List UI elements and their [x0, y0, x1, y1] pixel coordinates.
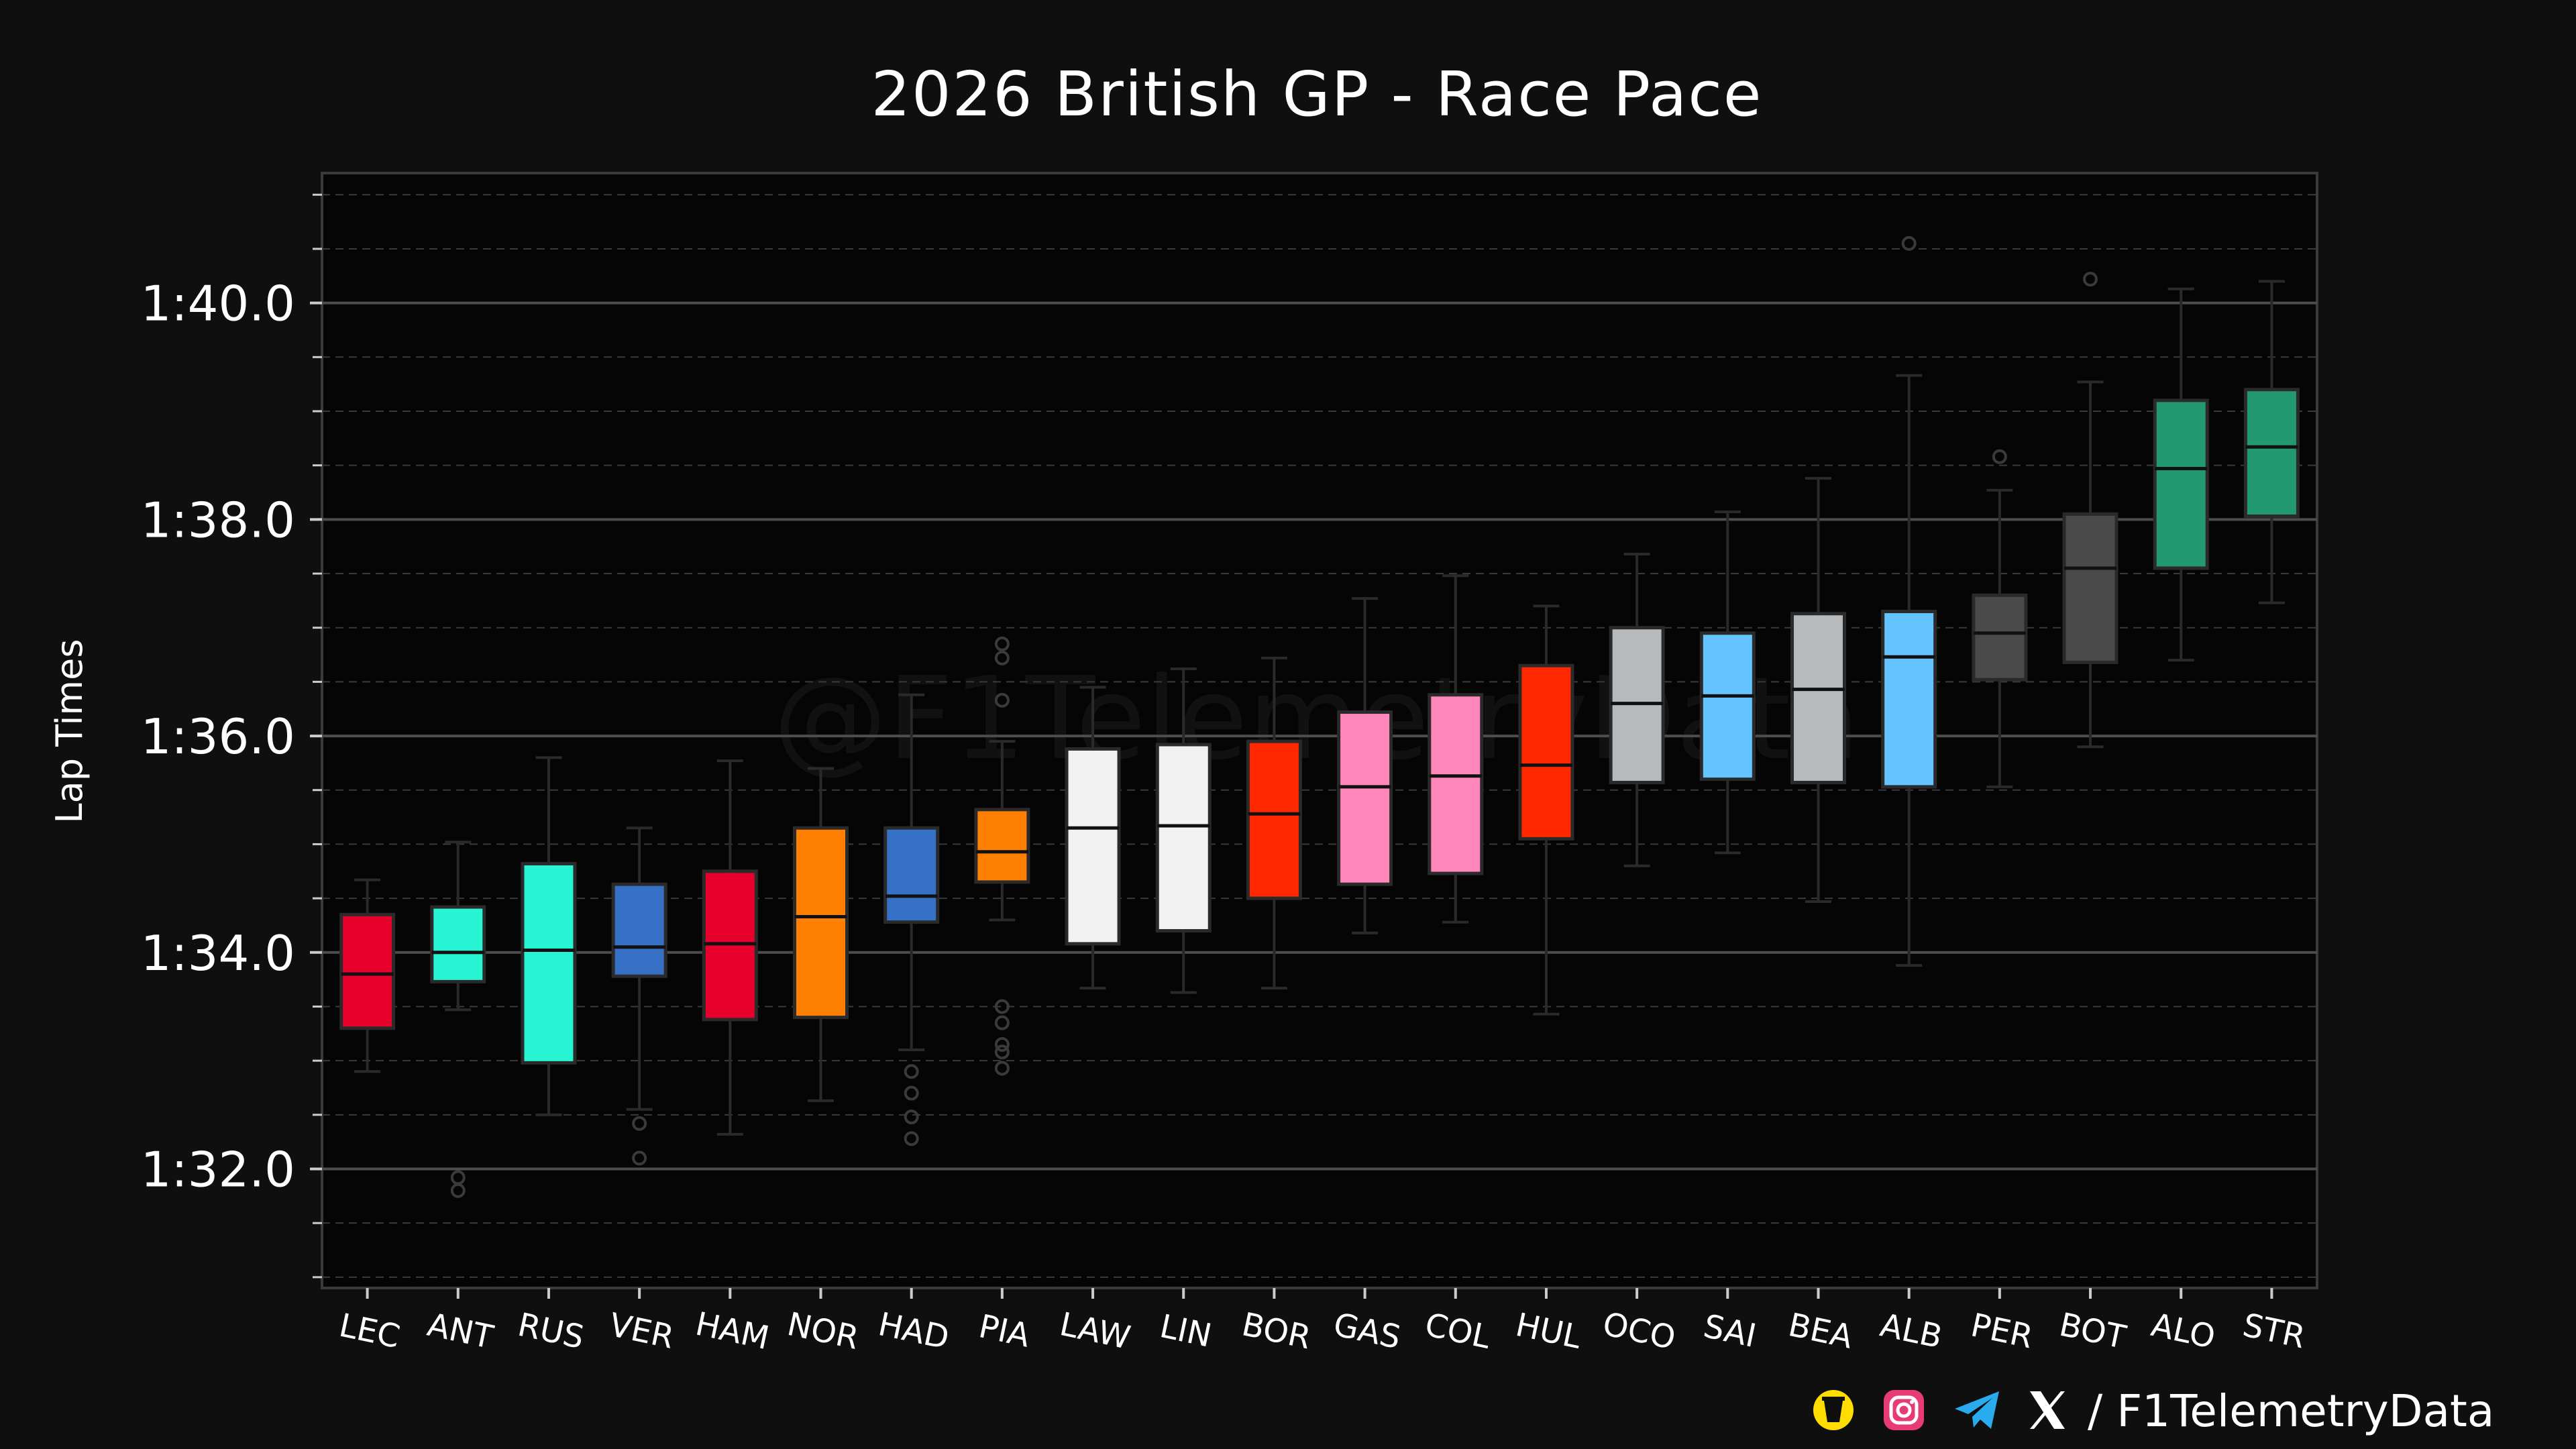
box-str: [2243, 280, 2300, 604]
iqr-box: [1972, 593, 2028, 682]
box-ham: [702, 759, 758, 1136]
outlier-point: [994, 1061, 1010, 1076]
iqr-box: [1428, 693, 1484, 875]
y-tick-label: 1:38.0: [141, 492, 295, 548]
box-oco: [1609, 552, 1665, 867]
box-lec: [339, 878, 396, 1073]
box-alb: [1881, 235, 1937, 967]
outlier-point: [994, 650, 1010, 665]
iqr-box: [1881, 610, 1937, 789]
iqr-box: [883, 826, 940, 924]
outlier-point: [2083, 272, 2098, 287]
iqr-box: [1790, 612, 1846, 784]
outlier-point: [904, 1131, 919, 1146]
outlier-point: [904, 1085, 919, 1101]
iqr-box: [339, 912, 396, 1030]
box-rus: [521, 756, 577, 1116]
outlier-point: [904, 1064, 919, 1079]
iqr-box: [611, 882, 667, 978]
box-per: [1972, 449, 2028, 788]
footer-social: [1813, 1390, 2065, 1430]
box-bot: [2062, 272, 2118, 749]
plot-area: [321, 172, 2318, 1289]
iqr-box: [2243, 388, 2300, 519]
box-bor: [1246, 656, 1302, 990]
iqr-box: [1155, 743, 1212, 933]
box-col: [1428, 574, 1484, 924]
outlier-point: [632, 1150, 647, 1166]
iqr-box: [1065, 747, 1121, 946]
chart-title: 2026 British GP - Race Pace: [871, 58, 1762, 130]
outlier-point: [994, 1015, 1010, 1030]
outlier-point: [1901, 235, 1917, 251]
outlier-point: [994, 999, 1010, 1014]
telegram-icon[interactable]: [1955, 1391, 1999, 1429]
x-icon[interactable]: [2030, 1391, 2065, 1429]
iqr-box: [1699, 631, 1756, 782]
box-hul: [1518, 604, 1574, 1016]
y-tick-label: 1:34.0: [141, 925, 295, 981]
iqr-box: [974, 808, 1030, 884]
outlier-point: [904, 1110, 919, 1125]
iqr-box: [430, 905, 486, 983]
instagram-icon[interactable]: [1884, 1390, 1924, 1430]
iqr-box: [2153, 398, 2209, 570]
iqr-box: [521, 861, 577, 1065]
box-law: [1065, 686, 1121, 990]
outlier-point: [994, 1036, 1010, 1052]
box-nor: [793, 767, 849, 1102]
iqr-box: [1337, 710, 1393, 886]
box-ver: [611, 826, 667, 1166]
box-had: [883, 693, 940, 1146]
y-tick-label: 1:32.0: [141, 1142, 295, 1198]
y-axis-ticks: 1:32.0 1:34.0 1:36.0 1:38.0 1:40.0: [141, 193, 322, 1279]
box-plots: [339, 235, 2300, 1198]
y-tick-label: 1:40.0: [141, 276, 295, 332]
box-gas: [1337, 597, 1393, 934]
outlier-point: [632, 1116, 647, 1131]
iqr-box: [793, 826, 849, 1020]
iqr-box: [2062, 512, 2118, 664]
outlier-point: [994, 636, 1010, 651]
buymeacoffee-icon[interactable]: [1813, 1390, 1854, 1430]
box-pia: [974, 636, 1030, 1076]
footer-handle[interactable]: / F1TelemetryData: [2088, 1385, 2494, 1437]
box-sai: [1699, 511, 1756, 855]
iqr-box: [1518, 663, 1574, 841]
watermark: @F1TelemetryData: [773, 653, 1861, 786]
y-axis-label: Lap Times: [48, 639, 91, 824]
outlier-point: [1992, 449, 2007, 464]
box-bea: [1790, 477, 1846, 903]
outlier-point: [994, 1044, 1010, 1060]
iqr-box: [1246, 739, 1302, 900]
box-alo: [2153, 287, 2209, 662]
y-tick-label: 1:36.0: [141, 708, 295, 765]
box-ant: [430, 841, 486, 1198]
outlier-point: [450, 1170, 466, 1185]
grid-lines: [322, 194, 2317, 1278]
box-lin: [1155, 667, 1212, 994]
outlier-point: [994, 692, 1010, 708]
